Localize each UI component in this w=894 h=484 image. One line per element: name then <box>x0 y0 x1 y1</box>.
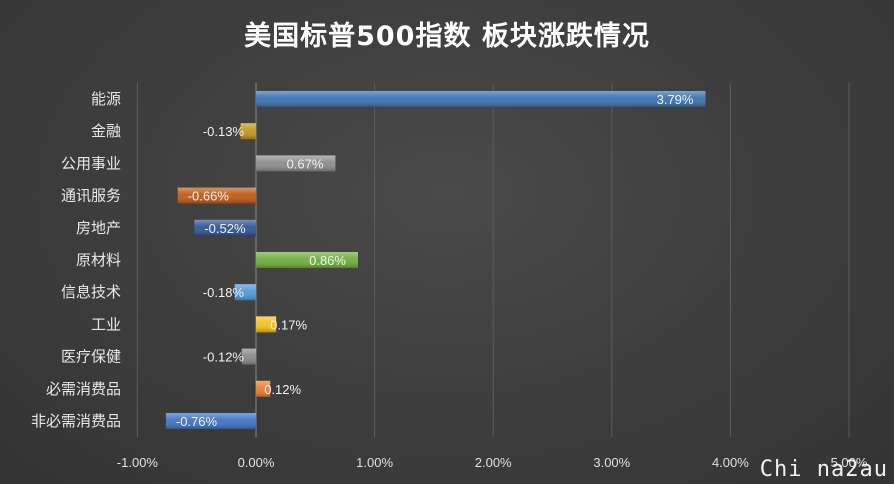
bar-highlight <box>256 91 706 107</box>
category-label: 工业 <box>91 315 121 333</box>
category-label: 金融 <box>91 122 121 140</box>
bars <box>165 91 706 429</box>
chart-title: 美国标普500指数 板块涨跌情况 <box>244 21 650 52</box>
x-tick-label: 4.00% <box>712 455 749 470</box>
bar-highlight <box>165 413 256 429</box>
data-label: 0.17% <box>270 317 307 332</box>
bar-highlight <box>194 219 256 236</box>
x-tick-label: 0.00% <box>238 455 275 470</box>
category-label: 房地产 <box>76 219 121 237</box>
x-tick-label: 3.00% <box>593 455 630 470</box>
data-label: -0.66% <box>188 189 230 204</box>
category-label: 公用事业 <box>61 154 121 172</box>
data-label: -0.12% <box>203 350 245 365</box>
category-label: 信息技术 <box>61 283 121 301</box>
watermark: Chi na2au <box>759 457 888 482</box>
bar-highlight <box>240 123 256 140</box>
data-label: -0.18% <box>203 285 245 300</box>
category-label: 医疗保健 <box>61 348 121 366</box>
data-label: 3.79% <box>657 92 694 107</box>
category-label: 原材料 <box>76 251 121 269</box>
category-label: 必需消费品 <box>46 380 121 398</box>
x-tick-label: 5.00% <box>831 455 868 470</box>
data-label: 0.67% <box>287 156 324 171</box>
data-label: 0.86% <box>309 253 346 268</box>
labels: -1.00% 0.00% 1.00% 2.00% 3.00% 4.00% 5.00% 能源 3.… <box>31 90 868 470</box>
bar-highlight <box>177 187 256 204</box>
bar-highlight <box>256 380 271 397</box>
bar-highlight <box>256 252 358 268</box>
bar-highlight <box>234 284 256 301</box>
bar-highlight <box>256 155 336 172</box>
x-tick-label: 2.00% <box>475 455 512 470</box>
data-label: 0.12% <box>264 382 301 397</box>
x-tick-label: 1.00% <box>356 455 393 470</box>
data-label: -0.52% <box>204 221 246 236</box>
bar-highlight <box>241 348 256 365</box>
bar-highlight <box>256 316 277 333</box>
category-label: 能源 <box>91 90 121 108</box>
x-tick-label: -1.00% <box>117 455 159 470</box>
data-label: -0.76% <box>176 414 218 429</box>
category-label: 通讯服务 <box>61 187 121 205</box>
category-label: 非必需消费品 <box>31 412 121 430</box>
data-label: -0.13% <box>203 124 245 139</box>
